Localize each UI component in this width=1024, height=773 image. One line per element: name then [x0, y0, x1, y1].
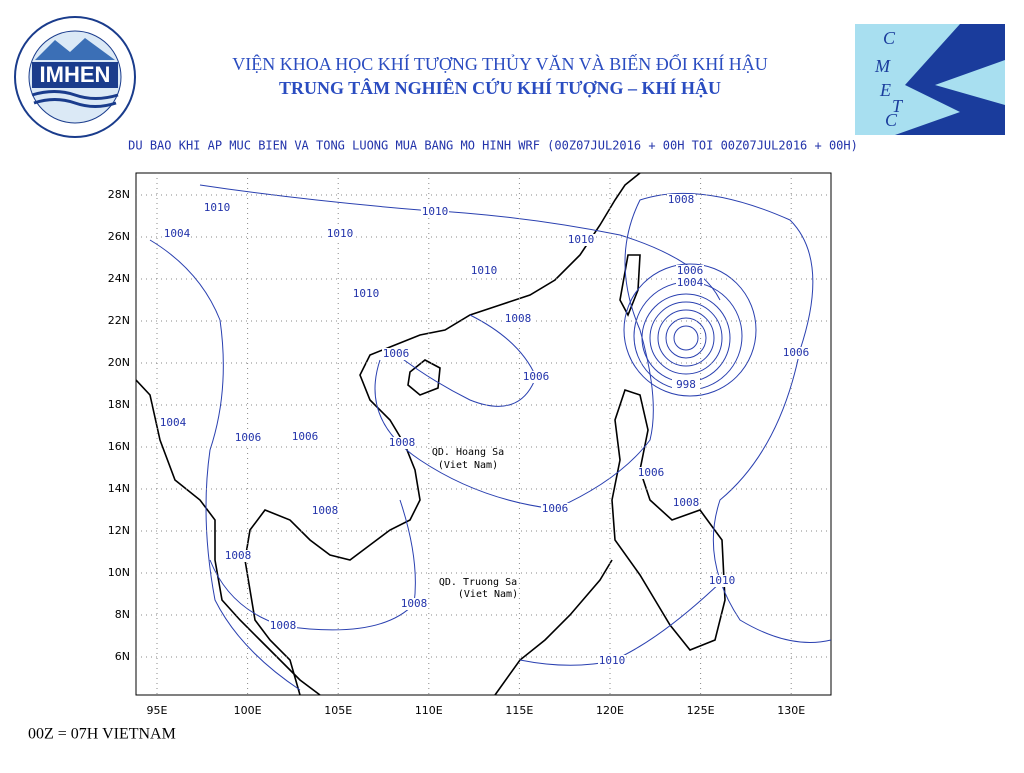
logo-letter: T: [892, 96, 904, 116]
label-bg: [291, 431, 319, 443]
contour-label: 1006: [383, 347, 410, 360]
contour-label: 1010: [709, 574, 736, 587]
label-bg: [567, 234, 595, 246]
lon-label: 125E: [687, 704, 715, 717]
label-bg: [352, 288, 380, 300]
label-bg: [637, 467, 665, 479]
logo-text: IMHEN: [40, 62, 111, 87]
contour-label: 1006: [542, 502, 569, 515]
logo-letter: E: [879, 80, 891, 100]
label-bg: [203, 202, 231, 214]
lon-label: 115E: [505, 704, 533, 717]
contour-label: 1008: [389, 436, 416, 449]
label-bg: [504, 313, 532, 325]
place-label: (Viet Nam): [438, 460, 498, 471]
lon-label: 100E: [234, 704, 262, 717]
place-label: QD. Truong Sa: [439, 577, 517, 588]
label-bg: [159, 417, 187, 429]
contour-label: 1010: [327, 227, 354, 240]
contour-label: 1010: [204, 201, 231, 214]
label-bg: [421, 206, 449, 218]
label-bg: [269, 620, 297, 632]
label-bg: [470, 265, 498, 277]
lon-label: 120E: [596, 704, 624, 717]
contour-label: 1008: [668, 193, 695, 206]
lon-label: 95E: [147, 704, 168, 717]
label-bg: [400, 598, 428, 610]
contour-label: 1010: [422, 205, 449, 218]
contour-label: 1006: [292, 430, 319, 443]
contour-label: 1004: [160, 416, 187, 429]
label-bg: [672, 379, 700, 391]
label-bg: [708, 575, 736, 587]
contour-label: 1006: [783, 346, 810, 359]
lat-label: 16N: [108, 440, 130, 453]
lat-label: 10N: [108, 566, 130, 579]
label-bg: [311, 505, 339, 517]
label-bg: [676, 277, 704, 289]
contour-label: 1010: [599, 654, 626, 667]
lat-label: 18N: [108, 398, 130, 411]
contour-label: 1008: [673, 496, 700, 509]
contour-label: 1010: [568, 233, 595, 246]
label-bg: [382, 348, 410, 360]
label-bg: [598, 655, 626, 667]
lat-label: 8N: [115, 608, 130, 621]
footer: 00Z = 07H VIETNAM: [28, 726, 176, 743]
lat-label: 6N: [115, 650, 130, 663]
lon-label: 105E: [324, 704, 352, 717]
logo-right: [855, 24, 1005, 135]
logo-left: IMHEN: [14, 16, 136, 138]
lon-label: 130E: [777, 704, 805, 717]
contour-label: 998: [676, 378, 696, 391]
label-bg: [522, 371, 550, 383]
lat-label: 24N: [108, 272, 130, 285]
lat-label: 14N: [108, 482, 130, 495]
lon-label: 110E: [415, 704, 443, 717]
contour-label: 1006: [523, 370, 550, 383]
label-bg: [234, 432, 262, 444]
contour-label: 1008: [270, 619, 297, 632]
place-label: QD. Hoang Sa: [432, 447, 504, 458]
lat-label: 26N: [108, 230, 130, 243]
logo-letter: C: [883, 28, 896, 48]
contour-label: 1010: [353, 287, 380, 300]
contour-label: 1004: [164, 227, 191, 240]
lat-label: 22N: [108, 314, 130, 327]
label-bg: [224, 550, 252, 562]
contour-label: 1006: [638, 466, 665, 479]
contour-label: 1008: [225, 549, 252, 562]
label-bg: [541, 503, 569, 515]
header-line2: TRUNG TÂM NGHIÊN CỨU KHÍ TƯỢNG – KHÍ HẬU: [279, 77, 721, 98]
logo-letter: M: [874, 56, 891, 76]
contour-label: 1006: [677, 264, 704, 277]
map-title: DU BAO KHI AP MUC BIEN VA TONG LUONG MUA…: [128, 139, 858, 153]
contour-label: 1010: [471, 264, 498, 277]
label-bg: [672, 497, 700, 509]
contour-label: 1004: [677, 276, 704, 289]
label-bg: [676, 265, 704, 277]
place-label: (Viet Nam): [458, 589, 518, 600]
lat-label: 20N: [108, 356, 130, 369]
label-bg: [388, 437, 416, 449]
label-bg: [163, 228, 191, 240]
contour-label: 1008: [312, 504, 339, 517]
label-bg: [667, 194, 695, 206]
lat-label: 28N: [108, 188, 130, 201]
label-bg: [782, 347, 810, 359]
label-bg: [326, 228, 354, 240]
contour-label: 1006: [235, 431, 262, 444]
header-line1: VIỆN KHOA HỌC KHÍ TƯỢNG THỦY VĂN VÀ BIẾN…: [232, 53, 767, 74]
contour-label: 1008: [401, 597, 428, 610]
contour-label: 1008: [505, 312, 532, 325]
lat-label: 12N: [108, 524, 130, 537]
logo-letter: C: [885, 110, 898, 130]
